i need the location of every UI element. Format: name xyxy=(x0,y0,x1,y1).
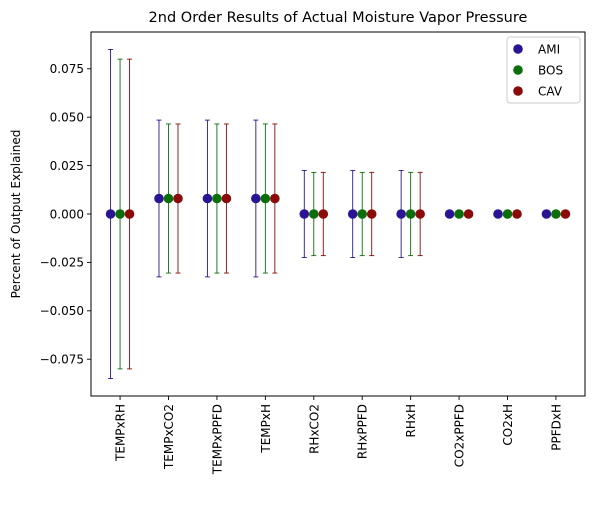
data-point xyxy=(366,209,377,219)
data-point xyxy=(154,193,164,204)
legend: AMI BOS CAV xyxy=(506,36,581,104)
series-cav xyxy=(124,58,571,370)
data-point xyxy=(512,209,522,219)
data-point xyxy=(347,209,358,219)
y-tick-label: −0.050 xyxy=(40,304,84,318)
data-point xyxy=(463,209,474,219)
x-tick-label: RHxH xyxy=(404,404,418,438)
y-tick-label: 0.050 xyxy=(50,110,84,124)
data-point xyxy=(502,209,513,219)
x-tick-label: RHxCO2 xyxy=(307,404,321,454)
data-point xyxy=(260,193,271,204)
data-point xyxy=(105,209,116,219)
y-tick-label: 0.025 xyxy=(50,159,84,173)
data-point xyxy=(405,209,416,219)
legend-marker-cav xyxy=(513,86,523,96)
y-tick-label: −0.025 xyxy=(40,256,84,270)
data-point xyxy=(212,193,222,204)
y-axis-label: Percent of Output Explained xyxy=(9,130,23,299)
legend-box xyxy=(506,36,581,104)
x-tick-label: TEMPxPPFD xyxy=(210,404,224,475)
data-point xyxy=(415,209,425,219)
plot-frame xyxy=(90,31,586,397)
y-tick-label: 0.075 xyxy=(50,62,84,76)
series-bos xyxy=(115,58,561,370)
legend-label-ami: AMI xyxy=(538,42,560,56)
data-point xyxy=(251,193,261,204)
data-point xyxy=(308,209,319,219)
data-point xyxy=(541,209,552,219)
data-point xyxy=(221,193,232,204)
data-point xyxy=(396,209,406,219)
x-tick-label: TEMPxH xyxy=(259,404,273,454)
data-point xyxy=(551,209,561,219)
x-tick-label: TEMPxRH xyxy=(114,404,128,462)
data-point xyxy=(560,209,571,219)
y-tick-label: 0.000 xyxy=(50,207,84,221)
data-point xyxy=(318,209,329,219)
y-tick-label: −0.075 xyxy=(40,353,84,367)
data-point xyxy=(173,193,183,204)
plot-area: −0.075 −0.050 −0.025 0.000 0.025 0.050 0.075 TE… xyxy=(40,31,586,475)
data-point xyxy=(454,209,464,219)
legend-label-cav: CAV xyxy=(538,84,563,98)
data-point xyxy=(270,193,280,204)
legend-marker-ami xyxy=(513,44,523,54)
legend-label-bos: BOS xyxy=(538,63,563,77)
x-tick-label: CO2xH xyxy=(501,404,515,446)
x-tick-label: PPFDxH xyxy=(549,404,563,451)
data-point xyxy=(163,193,174,204)
series-ami xyxy=(105,48,552,380)
x-tick-label: RHxPPFD xyxy=(356,404,370,459)
data-point xyxy=(124,209,135,219)
data-point xyxy=(444,209,455,219)
x-tick-label: TEMPxCO2 xyxy=(162,404,176,470)
data-point xyxy=(115,209,125,219)
data-point xyxy=(357,209,368,219)
data-point xyxy=(202,193,213,204)
legend-marker-bos xyxy=(513,65,523,75)
data-point xyxy=(493,209,503,219)
chart-title: 2nd Order Results of Actual Moisture Vap… xyxy=(149,10,528,26)
x-tick-label: CO2xPPFD xyxy=(453,404,467,467)
data-point xyxy=(299,209,310,219)
